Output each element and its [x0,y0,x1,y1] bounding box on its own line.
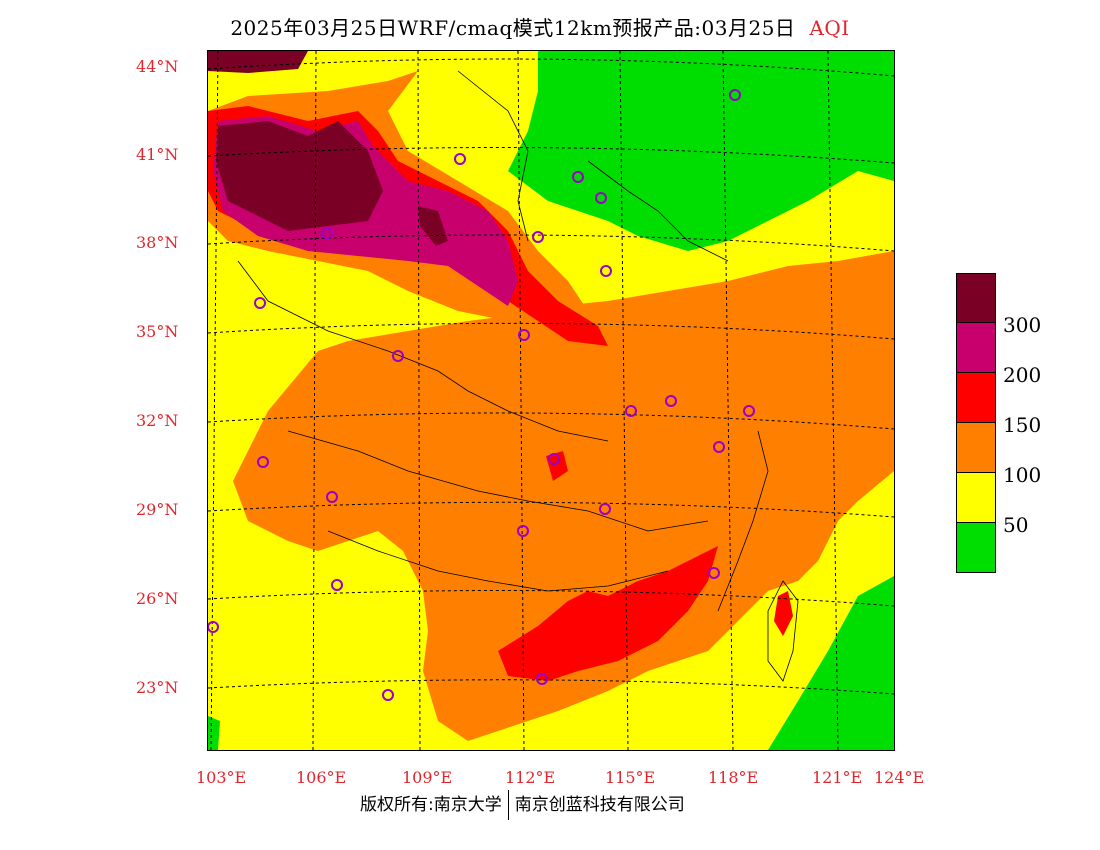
graticule [208,51,894,750]
aqi-legend [956,273,996,573]
legend-label-200: 200 [1003,363,1042,387]
lon-label-109: 109°E [402,768,453,787]
copyright-left: 版权所有:南京大学 [360,795,502,815]
aqi-forecast-map [207,50,895,751]
legend-label-300: 300 [1003,313,1042,337]
legend-swatch-orange [956,423,996,473]
legend-label-100: 100 [1003,463,1042,487]
legend-swatch-maroon [956,273,996,323]
legend-swatch-green [956,523,996,573]
lon-label-103: 103°E [196,768,247,787]
lat-label-41: 41°N [136,145,179,164]
city-markers [208,89,755,701]
region-aqi-300plus-small [418,206,448,246]
region-aqi-150-200-taiwan [774,591,793,636]
lat-label-35: 35°N [136,322,179,341]
map-title: 2025年03月25日WRF/cmaq模式12km预报产品:03月25日 AQI [150,12,930,41]
lon-label-118: 118°E [708,768,759,787]
lat-label-44: 44°N [136,57,179,76]
lat-label-23: 23°N [136,678,179,697]
lat-label-32: 32°N [136,411,179,430]
legend-label-150: 150 [1003,413,1042,437]
region-aqi-150-200-south [498,546,718,681]
region-aqi-150-200-hubei [546,451,568,481]
variable-label: AQI [809,16,850,40]
copyright-footer: 版权所有:南京大学 南京创蓝科技有限公司 [360,790,685,820]
legend-swatch-magenta [956,323,996,373]
province-boundaries [237,70,799,682]
footer-divider [507,790,509,820]
title-text: 2025年03月25日WRF/cmaq模式12km预报产品:03月25日 [230,16,796,40]
legend-swatch-red [956,373,996,423]
region-aqi-300plus [216,121,383,231]
lon-label-124: 124°E [874,768,925,787]
lat-label-29: 29°N [136,500,179,519]
copyright-right: 南京创蓝科技有限公司 [514,795,685,815]
legend-swatch-yellow [956,473,996,523]
region-aqi-0-50-southwest [208,716,220,750]
legend-label-50: 50 [1003,513,1029,537]
lat-label-38: 38°N [136,233,179,252]
lon-label-106: 106°E [296,768,347,787]
lon-label-115: 115°E [605,768,656,787]
lon-label-121: 121°E [812,768,863,787]
region-aqi-100-150 [233,251,894,741]
lon-label-112: 112°E [505,768,556,787]
region-aqi-0-50-southeast [768,576,894,750]
lat-label-26: 26°N [136,589,179,608]
map-svg [208,51,894,750]
